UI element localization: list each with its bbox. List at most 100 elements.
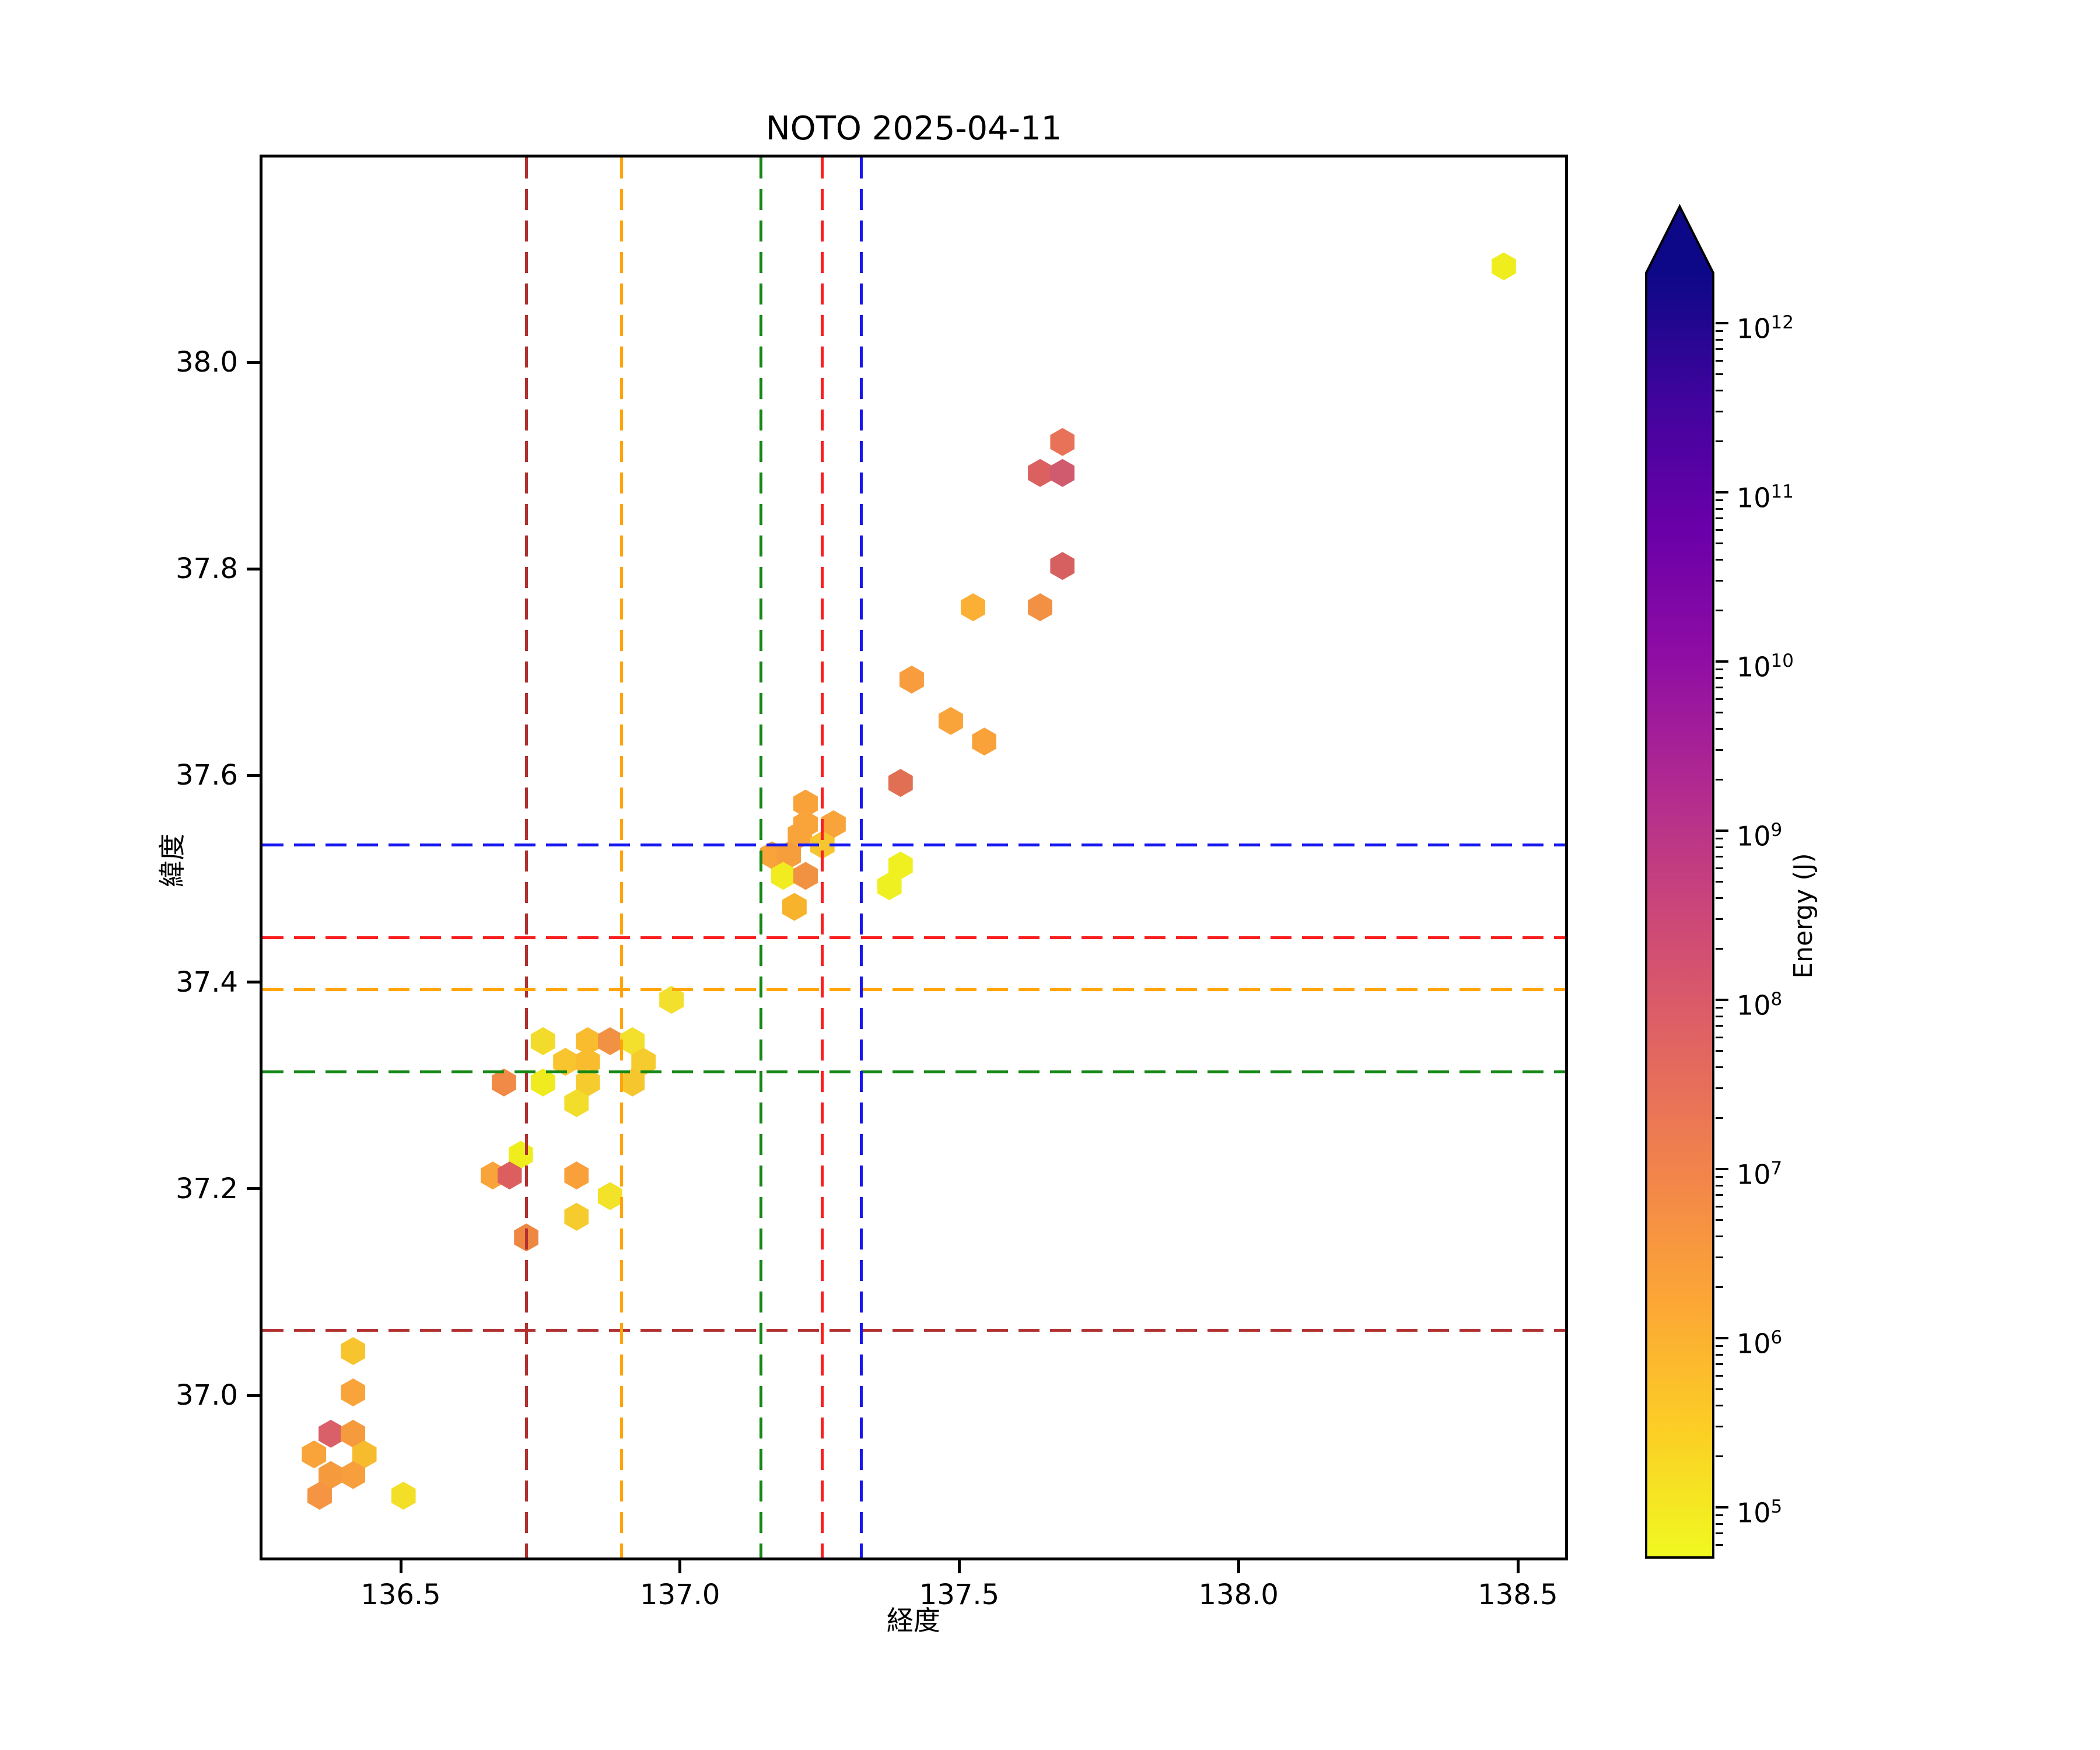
colorbar-minor-tick xyxy=(1716,1117,1723,1119)
crosshair-vline-event-green xyxy=(759,158,762,1558)
colorbar-minor-tick xyxy=(1716,846,1723,848)
scatter-hexagon-marker xyxy=(1491,252,1516,281)
colorbar-tick-label: 105 xyxy=(1737,1496,1783,1529)
y-axis-label: 緯度 xyxy=(156,834,188,887)
colorbar-tick-label: 109 xyxy=(1737,820,1783,852)
colorbar-minor-tick xyxy=(1716,1049,1723,1052)
colorbar-minor-tick xyxy=(1716,1184,1723,1186)
colorbar-minor-tick xyxy=(1716,1175,1723,1178)
colorbar-minor-tick xyxy=(1716,508,1723,510)
colorbar-minor-tick xyxy=(1716,1025,1723,1027)
x-axis-label: 経度 xyxy=(887,1605,940,1636)
colorbar-minor-tick xyxy=(1716,918,1723,921)
colorbar-minor-tick xyxy=(1716,668,1723,670)
plot-title: NOTO 2025-04-11 xyxy=(765,110,1062,148)
colorbar-minor-tick xyxy=(1716,1036,1723,1038)
x-tick-mark xyxy=(399,1560,402,1573)
y-tick-label: 37.0 xyxy=(176,1379,238,1412)
colorbar-minor-tick xyxy=(1716,880,1723,883)
colorbar-minor-tick xyxy=(1716,677,1723,679)
colorbar-minor-tick xyxy=(1716,711,1723,713)
y-tick-label: 38.0 xyxy=(176,346,238,379)
y-tick-mark xyxy=(247,981,260,984)
scatter-hexagon-marker xyxy=(938,706,963,735)
colorbar-minor-tick xyxy=(1716,1345,1723,1347)
scatter-hexagon-marker xyxy=(307,1482,332,1510)
colorbar-minor-tick xyxy=(1716,779,1723,781)
colorbar-major-tick xyxy=(1716,1168,1728,1170)
colorbar-minor-tick xyxy=(1716,528,1723,531)
colorbar-minor-tick xyxy=(1716,856,1723,858)
y-tick-mark xyxy=(247,360,260,364)
colorbar-minor-tick xyxy=(1716,348,1723,351)
colorbar-minor-tick xyxy=(1716,1388,1723,1390)
colorbar xyxy=(1645,204,1714,1559)
colorbar-major-tick xyxy=(1716,322,1728,324)
colorbar-minor-tick xyxy=(1716,1363,1723,1366)
y-tick-mark xyxy=(247,1187,260,1191)
colorbar-minor-tick xyxy=(1716,698,1723,700)
crosshair-hline-event-darkred xyxy=(262,1329,1565,1332)
scatter-hexagon-marker xyxy=(899,666,924,694)
scatter-hexagon-marker xyxy=(1028,593,1053,622)
colorbar-minor-tick xyxy=(1716,1404,1723,1406)
colorbar-minor-tick xyxy=(1716,440,1723,443)
y-tick-mark xyxy=(247,567,260,570)
scatter-hexagon-marker xyxy=(1050,428,1075,456)
scatter-hexagon-marker xyxy=(1028,459,1053,487)
colorbar-minor-tick xyxy=(1716,411,1723,413)
scatter-hexagon-marker xyxy=(318,1419,344,1448)
crosshair-hline-event-red xyxy=(262,936,1565,940)
scatter-hexagon-marker xyxy=(961,593,986,622)
y-tick-label: 37.4 xyxy=(176,965,238,999)
colorbar-minor-tick xyxy=(1716,1374,1723,1377)
x-tick-label: 138.5 xyxy=(1478,1578,1558,1611)
x-tick-mark xyxy=(958,1560,961,1573)
colorbar-minor-tick xyxy=(1716,1532,1723,1535)
y-tick-label: 37.8 xyxy=(176,552,238,586)
colorbar-minor-tick xyxy=(1716,558,1723,561)
colorbar-minor-tick xyxy=(1716,749,1723,751)
colorbar-minor-tick xyxy=(1716,1194,1723,1196)
colorbar-minor-tick xyxy=(1716,687,1723,689)
x-tick-label: 138.0 xyxy=(1198,1578,1279,1611)
scatter-hexagon-marker xyxy=(597,1182,622,1210)
scatter-hexagon-marker xyxy=(1050,459,1075,487)
crosshair-vline-event-orange xyxy=(620,158,623,1558)
colorbar-minor-tick xyxy=(1716,867,1723,869)
y-tick-label: 37.6 xyxy=(176,759,238,792)
scatter-hexagon-marker xyxy=(564,1202,589,1231)
colorbar-minor-tick xyxy=(1716,1514,1723,1516)
colorbar-major-tick xyxy=(1716,999,1728,1001)
colorbar-minor-tick xyxy=(1716,1426,1723,1428)
colorbar-minor-tick xyxy=(1716,727,1723,730)
scatter-hexagon-marker xyxy=(341,1378,366,1406)
x-tick-label: 137.5 xyxy=(919,1578,1000,1611)
scatter-hexagon-marker xyxy=(530,1027,555,1055)
colorbar-minor-tick xyxy=(1716,1015,1723,1017)
scatter-hexagon-marker xyxy=(782,892,807,921)
crosshair-vline-event-darkred xyxy=(524,158,528,1558)
colorbar-minor-tick xyxy=(1716,1235,1723,1237)
colorbar-minor-tick xyxy=(1716,359,1723,362)
scatter-hexagon-marker xyxy=(564,1161,589,1190)
colorbar-minor-tick xyxy=(1716,948,1723,950)
colorbar-minor-tick xyxy=(1716,1455,1723,1458)
x-tick-mark xyxy=(678,1560,682,1573)
colorbar-major-tick xyxy=(1716,660,1728,663)
colorbar-tick-label: 1011 xyxy=(1737,481,1794,514)
colorbar-minor-tick xyxy=(1716,330,1723,332)
scatter-hexagon-marker xyxy=(341,1461,366,1489)
colorbar-tick-label: 1010 xyxy=(1737,650,1794,683)
colorbar-label: Energy (J) xyxy=(1788,853,1818,979)
y-tick-mark xyxy=(247,774,260,777)
colorbar-minor-tick xyxy=(1716,610,1723,612)
scatter-hexagon-marker xyxy=(1050,552,1075,580)
crosshair-vline-event-red xyxy=(821,158,824,1558)
scatter-hexagon-marker xyxy=(391,1482,416,1510)
scatter-hexagon-marker xyxy=(302,1440,327,1469)
colorbar-minor-tick xyxy=(1716,1066,1723,1068)
colorbar-minor-tick xyxy=(1716,517,1723,520)
scatter-hexagon-marker xyxy=(793,862,818,890)
